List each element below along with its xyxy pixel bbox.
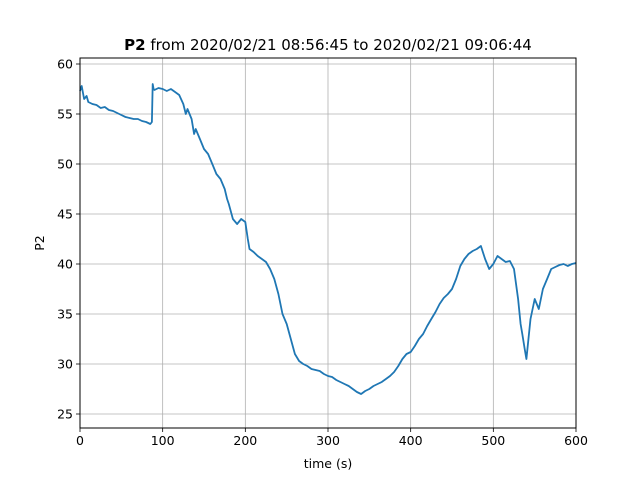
x-tick-label: 200 — [233, 433, 257, 448]
x-tick-label: 500 — [481, 433, 505, 448]
x-tick-label: 400 — [399, 433, 423, 448]
y-tick-label: 45 — [57, 207, 73, 222]
plot-area — [79, 83, 577, 395]
x-axis: 0 100 200 300 400 500 600 — [76, 428, 588, 448]
y-tick-label: 50 — [57, 157, 73, 172]
x-tick-label: 300 — [316, 433, 340, 448]
y-tick-label: 30 — [57, 357, 73, 372]
grid — [79, 58, 577, 428]
chart-title: P2 from 2020/02/21 08:56:45 to 2020/02/2… — [124, 36, 532, 54]
x-tick-label: 100 — [151, 433, 175, 448]
chart-title-rest: from 2020/02/21 08:56:45 to 2020/02/21 0… — [146, 36, 532, 54]
y-axis-label: P2 — [32, 235, 47, 251]
y-tick-label: 40 — [57, 257, 73, 272]
x-axis-label: time (s) — [304, 456, 352, 471]
y-tick-label: 60 — [57, 57, 73, 72]
x-tick-label: 600 — [564, 433, 588, 448]
y-tick-label: 25 — [57, 407, 73, 422]
y-tick-label: 35 — [57, 307, 73, 322]
y-axis: 25 30 35 40 45 50 55 60 — [57, 57, 80, 422]
y-tick-label: 55 — [57, 107, 73, 122]
x-tick-label: 0 — [76, 433, 84, 448]
series-line — [79, 83, 577, 395]
chart-title-bold: P2 — [124, 36, 145, 54]
